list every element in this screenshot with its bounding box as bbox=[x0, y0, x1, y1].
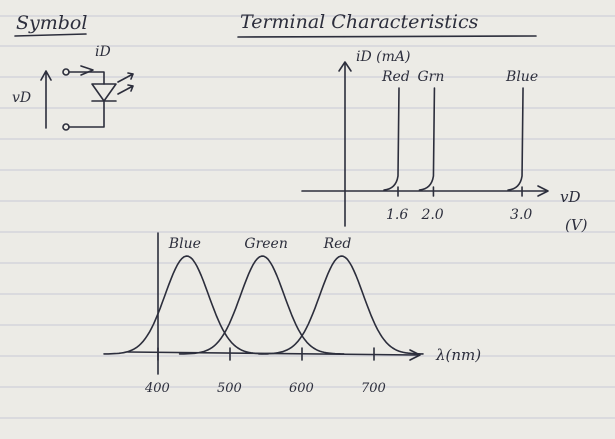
light-emission-arrow-icon bbox=[117, 84, 134, 95]
emission-spectrum-chart: λ(nm) Blue Green Red 400 500 600 700 bbox=[103, 232, 481, 396]
iv-y-axis-arrow bbox=[338, 61, 352, 72]
cathode-terminal bbox=[62, 123, 70, 131]
spectrum-tick-label-400: 400 bbox=[144, 381, 170, 396]
ruled-lines bbox=[0, 15, 615, 419]
iv-x-axis-label: vD bbox=[560, 188, 581, 206]
iv-y-axis-label: iD (mA) bbox=[356, 49, 410, 65]
cathode-wire bbox=[68, 100, 105, 128]
iv-curve-red bbox=[383, 87, 400, 191]
spectrum-curve-blue bbox=[103, 255, 269, 355]
spectrum-curve-red bbox=[258, 255, 424, 355]
spectrum-x-axis-label: λ(nm) bbox=[435, 346, 481, 364]
iv-curve-label-green: Grn bbox=[417, 69, 444, 85]
spectrum-x-axis-arrow bbox=[409, 349, 421, 361]
iv-curve-label-red: Red bbox=[381, 69, 410, 85]
diode-triangle bbox=[91, 83, 117, 102]
light-emission-arrow-icon bbox=[117, 72, 134, 83]
anode-wire bbox=[68, 71, 105, 85]
spectrum-tick-label-500: 500 bbox=[217, 381, 242, 396]
iv-curve-green bbox=[418, 87, 436, 191]
iv-tick-label-blue: 3.0 bbox=[510, 207, 532, 223]
symbol-title: Symbol bbox=[16, 12, 87, 34]
spectrum-ticks: 400 500 600 700 bbox=[144, 347, 386, 396]
spectrum-label-red: Red bbox=[323, 236, 352, 252]
symbol-title-underline bbox=[14, 33, 87, 37]
spectrum-label-green: Green bbox=[244, 236, 287, 252]
terminal-title-underline bbox=[237, 35, 537, 38]
iv-characteristic: iD (mA) vD (V) Red 1.6 Grn 2.0 Blue 3.0 bbox=[301, 49, 588, 234]
terminal-characteristics-title: Terminal Characteristics bbox=[240, 11, 479, 33]
spectrum-tick-label-600: 600 bbox=[289, 381, 314, 396]
iv-curve-blue bbox=[507, 87, 524, 191]
iv-tick-label-green: 2.0 bbox=[420, 207, 443, 223]
voltage-label: vD bbox=[12, 90, 31, 106]
current-arrow bbox=[80, 65, 94, 76]
spectrum-curves: Blue Green Red bbox=[103, 236, 424, 355]
current-label: iD bbox=[95, 44, 111, 60]
iv-curves: Red 1.6 Grn 2.0 Blue 3.0 bbox=[381, 69, 538, 223]
spectrum-label-blue: Blue bbox=[168, 236, 201, 252]
led-symbol: iD vD bbox=[12, 44, 134, 131]
iv-x-unit-label: (V) bbox=[565, 216, 588, 234]
spectrum-tick-label-700: 700 bbox=[361, 381, 386, 396]
anode-terminal bbox=[62, 68, 70, 76]
spectrum-curve-green bbox=[178, 255, 345, 355]
iv-tick-label-red: 1.6 bbox=[386, 207, 408, 223]
voltage-arrow bbox=[40, 70, 52, 129]
iv-curve-label-blue: Blue bbox=[505, 69, 538, 85]
iv-x-axis-arrow bbox=[537, 185, 549, 197]
